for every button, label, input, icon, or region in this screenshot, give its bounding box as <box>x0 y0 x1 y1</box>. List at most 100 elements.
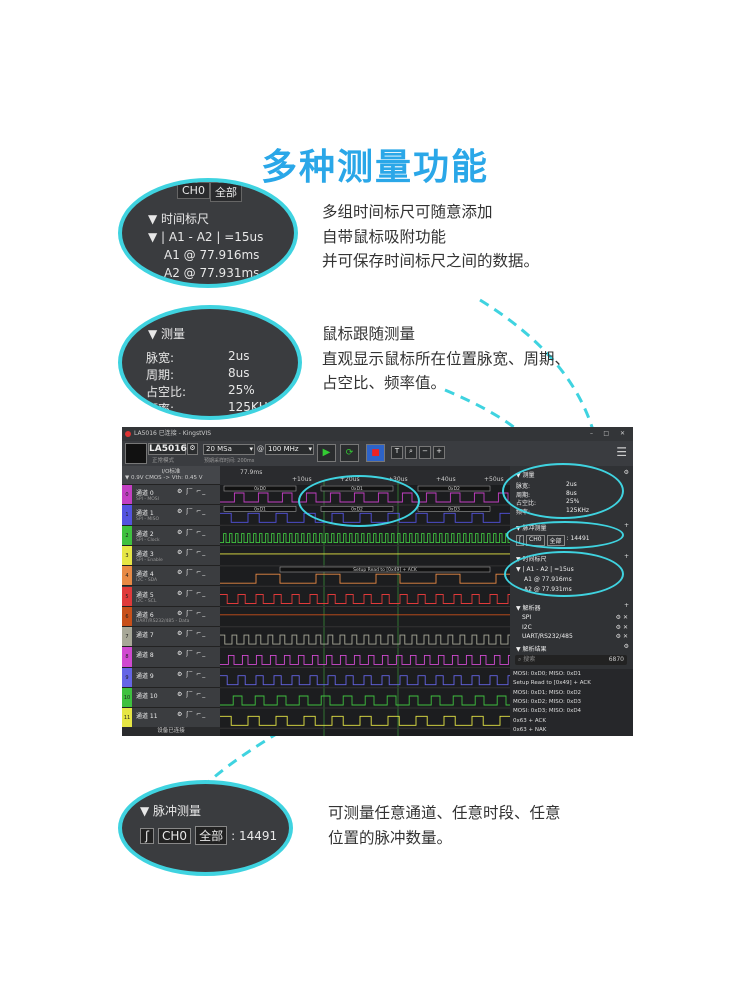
channel-waveform <box>220 715 510 726</box>
channel-row[interactable]: 2 通道 2 SPI - Clock ⚙ ʃ‾ ⌐_ <box>122 525 220 546</box>
channel-row[interactable]: 8 通道 8 ⚙ ʃ‾ ⌐_ <box>122 647 220 668</box>
decode-bar[interactable] <box>223 505 297 512</box>
channel-trigger-icons[interactable]: ⚙ ʃ‾ ⌐_ <box>177 691 207 698</box>
add-pulse-icon[interactable]: + <box>623 522 629 529</box>
analyzer-item[interactable]: I2C <box>522 623 532 631</box>
channel-trigger-icons[interactable]: ⚙ ʃ‾ ⌐_ <box>177 670 207 678</box>
decode-bar[interactable] <box>417 485 491 492</box>
channel-name: 通道 3 <box>136 550 154 558</box>
channel-trigger-icons[interactable]: ⚙ ʃ‾ ⌐_ <box>177 650 207 658</box>
toolbar: LA5016 ⚙ 正常模式 20 MSa ▾ @ 100 MHz ▾ 预期采样时间:… <box>122 441 633 466</box>
decode-bar[interactable] <box>417 505 491 512</box>
device-name[interactable]: LA5016 <box>148 443 187 455</box>
channel-trigger-icons[interactable]: ⚙ ʃ‾ ⌐_ <box>177 488 207 495</box>
decode-label: 0xD1 <box>254 506 266 512</box>
channel-name: 通道 1 <box>136 510 154 518</box>
chevron-down-icon: ▾ <box>308 445 312 453</box>
channel-trigger-icons[interactable]: ⚙ ʃ‾ ⌐_ <box>177 589 207 597</box>
device-settings-icon[interactable]: ⚙ <box>187 443 198 455</box>
cursor-callout: CH0 全部 ▼ 时间标尺 ▼ | A1 - A2 | =15us A1 @ 7… <box>118 178 298 288</box>
channel-row[interactable]: 7 通道 7 ⚙ ʃ‾ ⌐_ <box>122 627 220 648</box>
channel-waveform <box>220 533 510 544</box>
app-window: LA5016 已连接 - KingstVIS – □ ✕ LA5016 ⚙ 正常… <box>122 427 633 736</box>
measure-description: 鼠标跟随测量 直观显示鼠标所在位置脉宽、周期、 占空比、频率值。 <box>322 322 570 396</box>
channel-row[interactable]: 6 通道 6 UART/RS232/485 - Data ⚙ ʃ‾ ⌐_ <box>122 606 220 628</box>
frequency-select[interactable]: 100 MHz ▾ <box>265 444 314 455</box>
channel-list: 0 通道 0 SPI - MOSI ⚙ ʃ‾ ⌐_ 1 通道 1 SPI - MISO ⚙ ʃ… <box>122 485 220 729</box>
pulse-heading: ▼ 脉冲测量 <box>140 804 202 818</box>
menu-icon[interactable]: ☰ <box>616 445 627 459</box>
channel-trigger-icons[interactable]: ⚙ ʃ‾ ⌐_ <box>177 711 207 719</box>
result-item[interactable]: 0x63 + NAK <box>513 726 547 733</box>
results-search-input[interactable]: ⌕ 搜索 6870 <box>515 655 627 665</box>
channel-protocol: SPI - Clock <box>136 537 160 543</box>
analyzer-settings-close-icon[interactable]: ⚙ ✕ <box>615 623 628 631</box>
channel-trigger-icons[interactable]: ⚙ ʃ‾ ⌐_ <box>177 569 207 577</box>
channel-row[interactable]: 4 通道 4 I2C - SDA ⚙ ʃ‾ ⌐_ <box>122 566 220 587</box>
measure-key: 频率: <box>146 402 175 416</box>
cursor-delta: ▼ | A1 - A2 | =15us <box>148 230 264 244</box>
channel-trigger-icons[interactable]: ⚙ ʃ‾ ⌐_ <box>177 528 207 536</box>
device-logo-icon <box>125 443 147 464</box>
analyzer-item[interactable]: SPI <box>522 614 532 621</box>
result-item[interactable]: MOSI: 0xD1; MISO: 0xD2 <box>513 689 582 696</box>
channel-trigger-icons[interactable]: ⚙ ʃ‾ ⌐_ <box>177 508 207 516</box>
channel-name: 通道 10 <box>136 693 158 700</box>
zoom-out-icon[interactable]: − <box>419 446 431 459</box>
channel-row[interactable]: 0 通道 0 SPI - MOSI ⚙ ʃ‾ ⌐_ <box>122 485 220 506</box>
channel-row[interactable]: 3 通道 3 SPI - Enable ⚙ ʃ‾ ⌐_ <box>122 545 220 567</box>
add-cursor-icon[interactable]: + <box>623 553 629 560</box>
result-item[interactable]: MOSI: 0xD0; MISO: 0xD1 <box>513 671 582 677</box>
measure-value: 125KHz <box>228 400 275 414</box>
title-bar: LA5016 已连接 - KingstVIS – □ ✕ <box>122 427 633 441</box>
channel-row[interactable]: 11 通道 11 ⚙ ʃ‾ ⌐_ <box>122 708 220 729</box>
channel-row[interactable]: 9 通道 9 ⚙ ʃ‾ ⌐_ <box>122 667 220 688</box>
result-item[interactable]: 0x63 + ACK <box>513 717 546 724</box>
io-standard-label: I/O标准 <box>161 469 181 475</box>
loop-start-button[interactable]: ⟳ <box>340 444 359 462</box>
result-item[interactable]: MOSI: 0xD3; MISO: 0xD4 <box>513 708 582 715</box>
cursor-a1: A1 @ 77.916ms <box>164 248 260 262</box>
decode-bar[interactable] <box>279 566 491 573</box>
maximize-icon[interactable]: □ <box>603 430 609 437</box>
search-placeholder: 搜索 <box>523 656 536 663</box>
decode-label: 0xD3 <box>448 506 460 512</box>
pin-icon[interactable]: ⚙ <box>623 469 629 476</box>
channel-name: 通道 6 <box>136 611 154 619</box>
highlight-ring <box>298 475 420 527</box>
channel-waveform <box>220 675 510 686</box>
channel-name: 通道 11 <box>136 713 158 721</box>
channel-trigger-icons[interactable]: ⚙ ʃ‾ ⌐_ <box>177 548 207 556</box>
result-item[interactable]: MOSI: 0xD2; MISO: 0xD3 <box>513 698 582 705</box>
stop-button[interactable]: ■ <box>366 444 385 462</box>
edge-icon: ʃ <box>140 827 155 844</box>
zoom-fit-icon[interactable]: ⌕ <box>405 446 417 459</box>
add-analyzer-icon[interactable]: + <box>623 602 629 609</box>
frequency-value: 100 MHz <box>268 445 299 453</box>
minimize-icon[interactable]: – <box>590 430 593 437</box>
pulse-description: 可测量任意通道、任意时段、任意 位置的脉冲数量。 <box>328 801 561 850</box>
channel-row[interactable]: 5 通道 5 I2C - SCL ⚙ ʃ‾ ⌐_ <box>122 586 220 607</box>
channel-row[interactable]: 10 通道 10 ⚙ ʃ‾ ⌐_ <box>122 688 220 709</box>
analyzer-settings-close-icon[interactable]: ⚙ ✕ <box>615 633 628 640</box>
channel-row[interactable]: 1 通道 1 SPI - MISO ⚙ ʃ‾ ⌐_ <box>122 505 220 526</box>
analyzer-item[interactable]: UART/RS232/485 <box>522 633 573 640</box>
text-tool-icon[interactable]: T <box>391 446 403 459</box>
result-item[interactable]: Setup Read to [0x49] + ACK <box>513 680 591 687</box>
ruler-tick-label: 77.9ms <box>240 469 262 476</box>
start-button[interactable]: ▶ <box>317 444 336 462</box>
results-settings-icon[interactable]: ⚙ <box>623 643 629 650</box>
sample-rate-select[interactable]: 20 MSa ▾ <box>203 444 255 455</box>
channel-protocol: SPI - Enable <box>136 557 163 563</box>
channel-waveform <box>220 594 510 604</box>
channel-color-tag: 3 <box>122 545 132 566</box>
chevron-down-icon: ▾ <box>249 445 253 453</box>
decode-bar[interactable] <box>223 485 297 492</box>
close-icon[interactable]: ✕ <box>619 430 625 437</box>
analyzer-settings-close-icon[interactable]: ⚙ ✕ <box>615 614 628 621</box>
io-standard[interactable]: I/O标准 ▼ 0.9V CMOS -> Vth: 0.45 V <box>122 466 220 485</box>
channel-trigger-icons[interactable]: ⚙ ʃ‾ ⌐_ <box>177 609 207 617</box>
highlight-ring <box>502 463 624 519</box>
channel-trigger-icons[interactable]: ⚙ ʃ‾ ⌐_ <box>177 630 207 638</box>
zoom-in-icon[interactable]: + <box>433 446 445 459</box>
